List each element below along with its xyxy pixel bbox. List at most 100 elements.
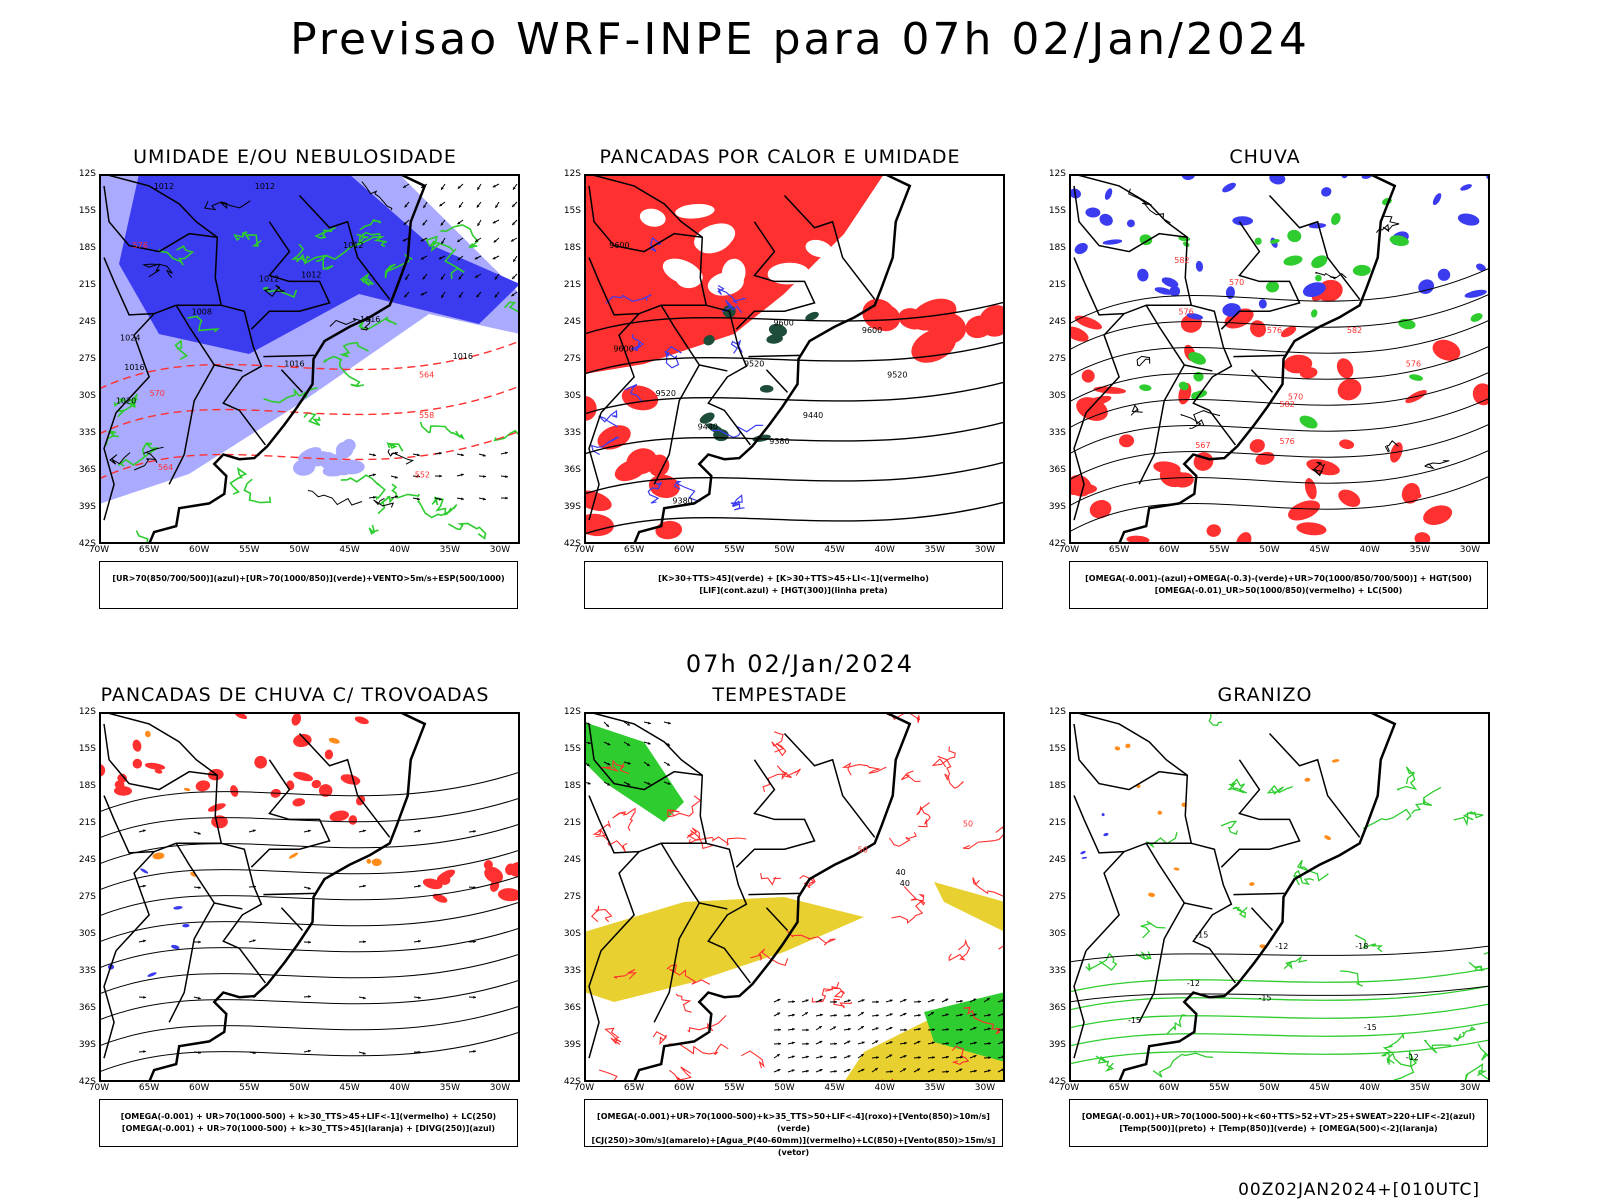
contour-label: 9600 — [609, 241, 629, 250]
contour-label: 40 — [896, 868, 906, 877]
lat-tick-label: 24S — [563, 855, 581, 865]
contour-label: 1020 — [116, 396, 136, 405]
longitude-axis: 70W 65W 60W 55W 50W 45W 40W 35W 30W — [574, 1083, 1005, 1095]
contour-label: 1008 — [192, 308, 212, 317]
lat-tick-label: 30S — [78, 391, 96, 401]
legend-line: [OMEGA(-0.01)_UR>50(1000/850)(vermelho) … — [1154, 586, 1403, 595]
contour-label: 9380 — [769, 437, 789, 446]
lon-tick-label: 30W — [1459, 1083, 1481, 1093]
contour-label: 50 — [858, 846, 868, 855]
lat-tick-label: 15S — [78, 744, 96, 754]
contour-label: 50 — [963, 820, 973, 829]
legend-line: [K>30+TTS>45](verde) + [K>30+TTS>45+LI<-… — [658, 574, 929, 583]
panel-granizo: GRANIZO 12S 15S 18S 21S 24S 27S 30S 33S 36S 39S 42S… — [1040, 684, 1490, 1154]
latitude-axis: 12S 15S 18S 21S 24S 27S 30S 33S 36S 39S 42S — [555, 169, 583, 549]
lat-tick-label: 18S — [563, 243, 581, 253]
lat-tick-label: 15S — [1048, 744, 1066, 754]
lon-tick-label: 30W — [1459, 545, 1481, 555]
panel-title: PANCADAS DE CHUVA C/ TROVOADAS — [100, 684, 490, 706]
lon-tick-label: 40W — [389, 1083, 410, 1093]
contour-label: 1016 — [360, 315, 380, 324]
longitude-axis: 70W 65W 60W 55W 50W 45W 40W 35W 30W — [574, 545, 1005, 557]
lat-tick-label: 42S — [78, 1077, 96, 1087]
contour-label: -15 — [1364, 1023, 1377, 1032]
contour-label: -18 — [1355, 942, 1368, 951]
legend-box: [OMEGA(-0.001)+UR>70(1000-500)+k<60+TTS>… — [1069, 1099, 1488, 1147]
lat-tick-label: 18S — [563, 781, 581, 791]
lat-tick-label: 21S — [1048, 280, 1066, 290]
forecast-map: -12 -15 -18 -15 -15 -12 -15 -12 — [1069, 712, 1490, 1082]
contour-label: 552 — [415, 470, 430, 479]
middle-time-title: 07h 02/Jan/2024 — [685, 650, 915, 678]
lat-tick-label: 33S — [563, 966, 581, 976]
lat-tick-label: 21S — [563, 280, 581, 290]
lat-tick-label: 21S — [78, 280, 96, 290]
lon-tick-label: 60W — [189, 545, 210, 555]
lat-tick-label: 21S — [78, 818, 96, 828]
contour-label: 1012 — [343, 241, 363, 250]
lon-tick-label: 70W — [573, 545, 595, 555]
panel-title: PANCADAS POR CALOR E UMIDADE — [599, 146, 961, 168]
panel-title: GRANIZO — [1217, 684, 1313, 706]
run-stamp: 00Z02JAN2024+[010UTC] — [1238, 1180, 1480, 1200]
contour-label: 9520 — [656, 389, 676, 398]
contour-label: 1016 — [284, 359, 304, 368]
legend-box: [OMEGA(-0.001) + UR>70(1000-500) + k>30_… — [99, 1099, 518, 1147]
latitude-axis: 12S 15S 18S 21S 24S 27S 30S 33S 36S 39S 42S — [1040, 707, 1068, 1087]
lon-tick-label: 55W — [239, 545, 260, 555]
contour-label: 570 — [150, 389, 165, 398]
lon-tick-label: 70W — [88, 545, 110, 555]
lat-tick-label: 39S — [1048, 1040, 1066, 1050]
panel-title: UMIDADE E/OU NEBULOSIDADE — [133, 146, 457, 168]
longitude-axis: 70W 65W 60W 55W 50W 45W 40W 35W 30W — [1059, 545, 1490, 557]
lon-tick-label: 60W — [189, 1083, 210, 1093]
lat-tick-label: 24S — [563, 317, 581, 327]
contour-label: 1016 — [124, 363, 144, 372]
lon-tick-label: 70W — [1058, 545, 1080, 555]
legend-line: [OMEGA(-0.001)+UR>70(1000-500)+k>35_TTS>… — [597, 1112, 990, 1133]
lat-tick-label: 27S — [78, 892, 96, 902]
latitude-axis: 12S 15S 18S 21S 24S 27S 30S 33S 36S 39S 42S — [1040, 169, 1068, 549]
contour-label: 558 — [419, 411, 434, 420]
lon-tick-label: 50W — [289, 1083, 310, 1093]
contour-label: 570 — [1229, 278, 1244, 287]
lat-tick-label: 30S — [78, 929, 96, 939]
lon-tick-label: 70W — [88, 1083, 110, 1093]
lon-tick-label: 65W — [623, 1083, 645, 1093]
lon-tick-label: 65W — [623, 545, 645, 555]
lon-tick-label: 70W — [1058, 1083, 1080, 1093]
lon-tick-label: 30W — [489, 1083, 511, 1093]
lon-tick-label: 70W — [573, 1083, 595, 1093]
contour-label: -12 — [1187, 979, 1200, 988]
lon-tick-label: 35W — [1409, 545, 1431, 555]
contour-label: 9440 — [803, 411, 823, 420]
lat-tick-label: 27S — [78, 354, 96, 364]
contour-label: 9520 — [744, 359, 764, 368]
contour-label: -15 — [1195, 931, 1208, 940]
contour-label: 576 — [133, 241, 148, 250]
forecast-map: 9600 9600 9600 9520 9520 9440 9440 9380 9380 9520… — [584, 174, 1005, 544]
lon-tick-label: 40W — [874, 1083, 895, 1093]
panel-umidade: UMIDADE E/OU NEBULOSIDADE 12S 15S 18S 21S 24S… — [70, 146, 520, 616]
lat-tick-label: 42S — [1048, 1077, 1066, 1087]
lat-tick-label: 24S — [1048, 317, 1066, 327]
lon-tick-label: 40W — [1359, 545, 1380, 555]
contour-label: 9520 — [887, 371, 907, 380]
contour-label: 576 — [1267, 326, 1282, 335]
longitude-axis: 70W 65W 60W 55W 50W 45W 40W 35W 30W — [89, 545, 520, 557]
lat-tick-label: 36S — [563, 1003, 581, 1013]
contour-label: 582 — [1347, 326, 1362, 335]
forecast-map: 582 576 576 570 567 576 582 582 570 576 — [1069, 174, 1490, 544]
lat-tick-label: 12S — [78, 169, 96, 179]
lat-tick-label: 33S — [563, 428, 581, 438]
lat-tick-label: 39S — [78, 1040, 96, 1050]
lon-tick-label: 65W — [138, 1083, 160, 1093]
lat-tick-label: 42S — [1048, 539, 1066, 549]
lat-tick-label: 36S — [78, 1003, 96, 1013]
lat-tick-label: 15S — [563, 206, 581, 216]
contour-label: -15 — [1258, 994, 1271, 1003]
lat-tick-label: 21S — [1048, 818, 1066, 828]
lat-tick-label: 36S — [563, 465, 581, 475]
contour-label: 564 — [419, 371, 434, 380]
lon-tick-label: 45W — [1309, 1083, 1330, 1093]
